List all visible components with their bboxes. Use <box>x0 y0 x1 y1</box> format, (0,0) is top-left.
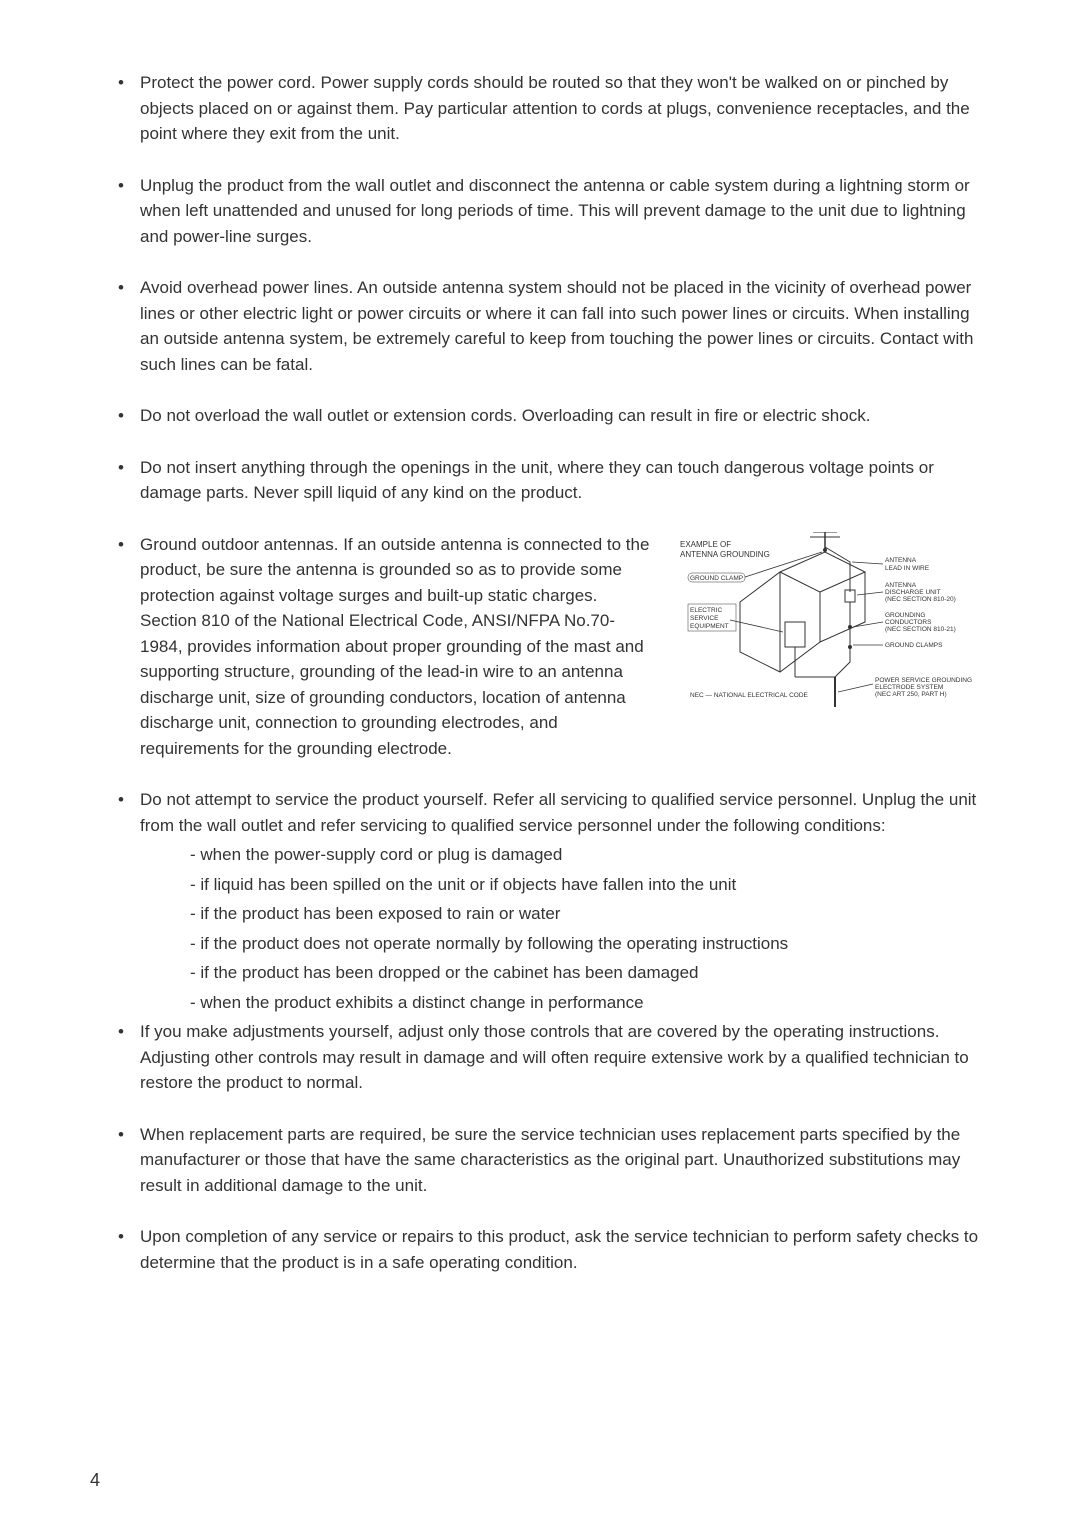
bullet-text: Upon completion of any service or repair… <box>140 1224 990 1275</box>
bullet-text: Avoid overhead power lines. An outside a… <box>140 275 990 377</box>
svg-text:GROUND CLAMP: GROUND CLAMP <box>690 575 743 582</box>
bullet-marker: • <box>110 787 140 838</box>
bullet-text: Unplug the product from the wall outlet … <box>140 173 990 250</box>
antenna-grounding-diagram: EXAMPLE OF ANTENNA GROUNDING GROUND CLAM… <box>670 532 990 732</box>
bullet-text: If you make adjustments yourself, adjust… <box>140 1019 990 1096</box>
bullet-item-1: • Protect the power cord. Power supply c… <box>110 70 990 147</box>
bullet-marker: • <box>110 532 140 762</box>
svg-text:ELECTRIC: ELECTRIC <box>690 607 722 614</box>
bullet-text: Do not overload the wall outlet or exten… <box>140 403 990 429</box>
sublist-item: - when the power-supply cord or plug is … <box>190 842 990 868</box>
bullet-item-5: • Do not insert anything through the ope… <box>110 455 990 506</box>
bullet-marker: • <box>110 455 140 506</box>
bullet-marker: • <box>110 1019 140 1096</box>
bullet-item-6: • Ground outdoor antennas. If an outside… <box>110 532 990 762</box>
svg-text:ANTENNA: ANTENNA <box>885 557 917 564</box>
svg-text:ANTENNA GROUNDING: ANTENNA GROUNDING <box>680 550 770 559</box>
svg-text:EXAMPLE OF: EXAMPLE OF <box>680 540 731 549</box>
sublist-item: - if the product has been dropped or the… <box>190 960 990 986</box>
svg-text:GROUNDING: GROUNDING <box>885 612 925 619</box>
bullet-text: Ground outdoor antennas. If an outside a… <box>140 532 650 762</box>
sublist-item: - if liquid has been spilled on the unit… <box>190 872 990 898</box>
svg-text:CONDUCTORS: CONDUCTORS <box>885 619 932 626</box>
svg-text:NEC — NATIONAL ELECTRICAL CODE: NEC — NATIONAL ELECTRICAL CODE <box>690 692 809 699</box>
bullet-item-2: • Unplug the product from the wall outle… <box>110 173 990 250</box>
sublist-item: - if the product does not operate normal… <box>190 931 990 957</box>
svg-text:(NEC SECTION 810-21): (NEC SECTION 810-21) <box>885 626 956 633</box>
svg-text:(NEC SECTION 810-20): (NEC SECTION 810-20) <box>885 596 956 603</box>
bullet-marker: • <box>110 403 140 429</box>
svg-text:GROUND CLAMPS: GROUND CLAMPS <box>885 642 943 649</box>
bullet-text: Do not insert anything through the openi… <box>140 455 990 506</box>
bullet-marker: • <box>110 70 140 147</box>
svg-text:LEAD IN WIRE: LEAD IN WIRE <box>885 565 930 572</box>
bullet-marker: • <box>110 1224 140 1275</box>
bullet-item-9: • When replacement parts are required, b… <box>110 1122 990 1199</box>
bullet-marker: • <box>110 1122 140 1199</box>
page-number: 4 <box>90 1470 100 1491</box>
bullet-item-10: • Upon completion of any service or repa… <box>110 1224 990 1275</box>
bullet-text: Protect the power cord. Power supply cor… <box>140 70 990 147</box>
bullet-item-3: • Avoid overhead power lines. An outside… <box>110 275 990 377</box>
svg-text:(NEC ART 250, PART H): (NEC ART 250, PART H) <box>875 691 947 698</box>
svg-text:DISCHARGE UNIT: DISCHARGE UNIT <box>885 589 941 596</box>
svg-text:EQUIPMENT: EQUIPMENT <box>690 623 729 630</box>
sublist-item: - if the product has been exposed to rai… <box>190 901 990 927</box>
bullet-marker: • <box>110 275 140 377</box>
bullet-item-8: • If you make adjustments yourself, adju… <box>110 1019 990 1096</box>
svg-text:ELECTRODE SYSTEM: ELECTRODE SYSTEM <box>875 684 943 691</box>
bullet-item-4: • Do not overload the wall outlet or ext… <box>110 403 990 429</box>
svg-text:SERVICE: SERVICE <box>690 615 719 622</box>
bullet-text: When replacement parts are required, be … <box>140 1122 990 1199</box>
sublist-item: - when the product exhibits a distinct c… <box>190 990 990 1016</box>
svg-text:ANTENNA: ANTENNA <box>885 582 917 589</box>
bullet-marker: • <box>110 173 140 250</box>
bullet-text: Do not attempt to service the product yo… <box>140 787 990 838</box>
svg-text:POWER SERVICE GROUNDING: POWER SERVICE GROUNDING <box>875 677 972 684</box>
bullet-item-7: • Do not attempt to service the product … <box>110 787 990 838</box>
